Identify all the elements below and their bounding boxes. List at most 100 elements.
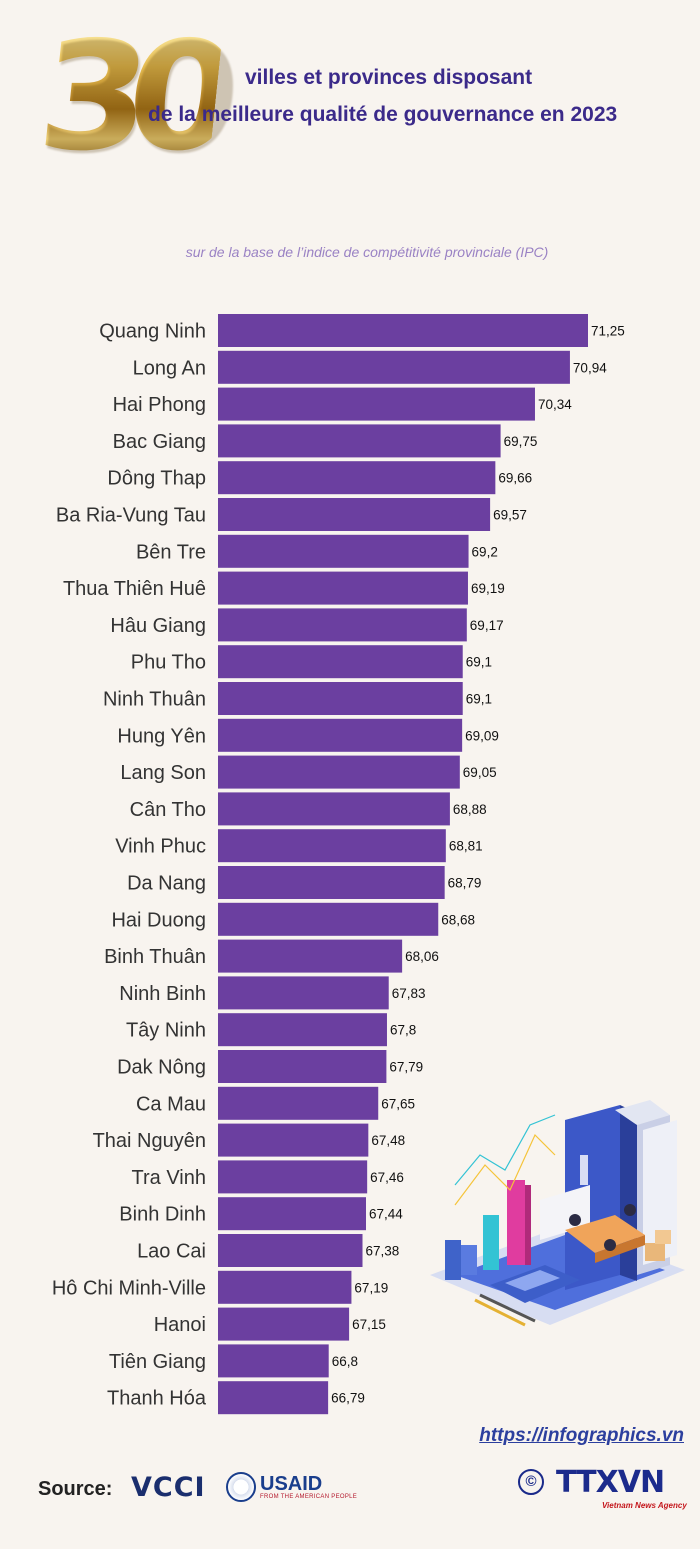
value-label: 69,09 [465, 728, 499, 743]
category-label: Hanoi [154, 1314, 206, 1336]
category-label: Dak Nông [117, 1057, 206, 1079]
bar [218, 424, 501, 458]
category-label: Lao Cai [137, 1241, 206, 1263]
value-label: 67,65 [381, 1096, 415, 1111]
bar [218, 755, 460, 789]
title-line-2: de la meilleure qualité de gouvernance e… [148, 103, 618, 126]
value-label: 69,19 [471, 581, 505, 596]
bar [218, 829, 446, 863]
bar [218, 866, 445, 899]
category-label: Cân Tho [130, 799, 206, 821]
bar [218, 1344, 329, 1378]
category-label: Hai Phong [113, 394, 206, 416]
category-label: Thai Nguyên [93, 1130, 206, 1152]
value-label: 67,19 [354, 1280, 388, 1295]
vcci-logo: VCCI [131, 1472, 206, 1503]
bar [218, 387, 535, 421]
bar-chart-3d-icon [445, 1180, 531, 1280]
value-label: 68,88 [453, 802, 487, 817]
usaid-wordmark: USAID [260, 1473, 323, 1495]
value-label: 69,1 [466, 655, 492, 670]
value-label: 70,94 [573, 360, 607, 375]
bar [218, 939, 403, 973]
category-label: Vinh Phuc [115, 836, 206, 858]
category-label: Tra Vinh [132, 1167, 206, 1189]
calculator-icon [490, 1265, 580, 1303]
bar [218, 1123, 369, 1157]
category-label: Thanh Hóa [107, 1388, 207, 1410]
bar [218, 1160, 368, 1194]
category-label: Tây Ninh [126, 1020, 206, 1042]
bar [218, 1381, 329, 1415]
bar [218, 1013, 387, 1047]
bar [218, 792, 450, 826]
category-label: Hai Duong [111, 909, 206, 931]
bar [218, 1086, 379, 1120]
value-label: 69,17 [470, 618, 504, 633]
value-label: 68,06 [405, 949, 439, 964]
value-label: 70,34 [538, 397, 572, 412]
value-label: 66,8 [332, 1354, 358, 1369]
bar [218, 1197, 366, 1231]
meeting-table-icon [565, 1204, 645, 1263]
category-label: Bên Tre [136, 541, 206, 563]
value-label: 69,75 [504, 434, 538, 449]
bar [218, 1270, 352, 1304]
bar [218, 314, 588, 347]
category-label: Ninh Binh [119, 983, 206, 1005]
bar [218, 718, 463, 752]
source-label: Source: [38, 1478, 113, 1500]
value-label: 69,2 [472, 544, 498, 559]
value-label: 69,57 [493, 508, 527, 523]
category-label: Ba Ria-Vung Tau [56, 505, 206, 527]
bar [218, 682, 463, 715]
usaid-seal-icon [226, 1472, 256, 1502]
value-label: 69,66 [498, 471, 532, 486]
copyright-icon: © [518, 1469, 544, 1495]
pen-icon [474, 1293, 536, 1327]
bar [218, 645, 463, 679]
bar [218, 608, 467, 642]
value-label: 67,44 [369, 1207, 403, 1222]
category-label: Dông Thap [107, 468, 206, 490]
category-label: Tiên Giang [109, 1351, 206, 1373]
value-label: 67,79 [389, 1060, 423, 1075]
category-label: Da Nang [127, 873, 206, 895]
value-label: 71,25 [591, 324, 625, 339]
office-illustration [430, 1100, 685, 1327]
bar [218, 976, 389, 1010]
category-label: Ninh Thuân [103, 689, 206, 711]
bar [218, 1050, 387, 1083]
bar-chart: Quang Ninh 71,25 Long An 70,94 Hai Phong 70,3… [52, 314, 625, 1415]
line-chart-icon [454, 1114, 556, 1206]
usaid-tagline: FROM THE AMERICAN PEOPLE [260, 1494, 358, 1500]
subtitle: sur de la base de l’indice de compétitiv… [185, 244, 549, 260]
value-label: 68,79 [448, 876, 482, 891]
value-label: 67,83 [392, 986, 426, 1001]
bar [218, 534, 469, 568]
bar [218, 1234, 363, 1267]
value-label: 67,15 [352, 1317, 386, 1332]
bar [218, 571, 468, 605]
value-label: 67,48 [371, 1133, 405, 1148]
category-label: Binh Thuân [104, 946, 206, 968]
bar [218, 1307, 350, 1341]
category-label: Lang Son [120, 762, 206, 784]
category-label: Hô Chi Minh-Ville [52, 1277, 206, 1299]
ttxvn-tagline: Vietnam News Agency [602, 1501, 687, 1510]
category-label: Bac Giang [113, 431, 206, 453]
value-label: 68,81 [449, 839, 483, 854]
value-label: 69,05 [463, 765, 497, 780]
category-label: Binh Dinh [119, 1204, 206, 1226]
value-label: 67,8 [390, 1023, 416, 1038]
ttxvn-logo: TTXVN [556, 1465, 665, 1500]
value-label: 66,79 [331, 1391, 365, 1406]
title-line-1: villes et provinces disposant [245, 66, 533, 89]
bar [218, 461, 496, 495]
category-label: Hâu Giang [110, 615, 206, 637]
usaid-logo: USAID FROM THE AMERICAN PEOPLE [226, 1471, 357, 1507]
category-label: Long An [133, 357, 206, 379]
bar [218, 498, 491, 531]
category-label: Thua Thiên Huê [63, 578, 206, 600]
website-link[interactable]: https://infographics.vn [479, 1425, 684, 1446]
